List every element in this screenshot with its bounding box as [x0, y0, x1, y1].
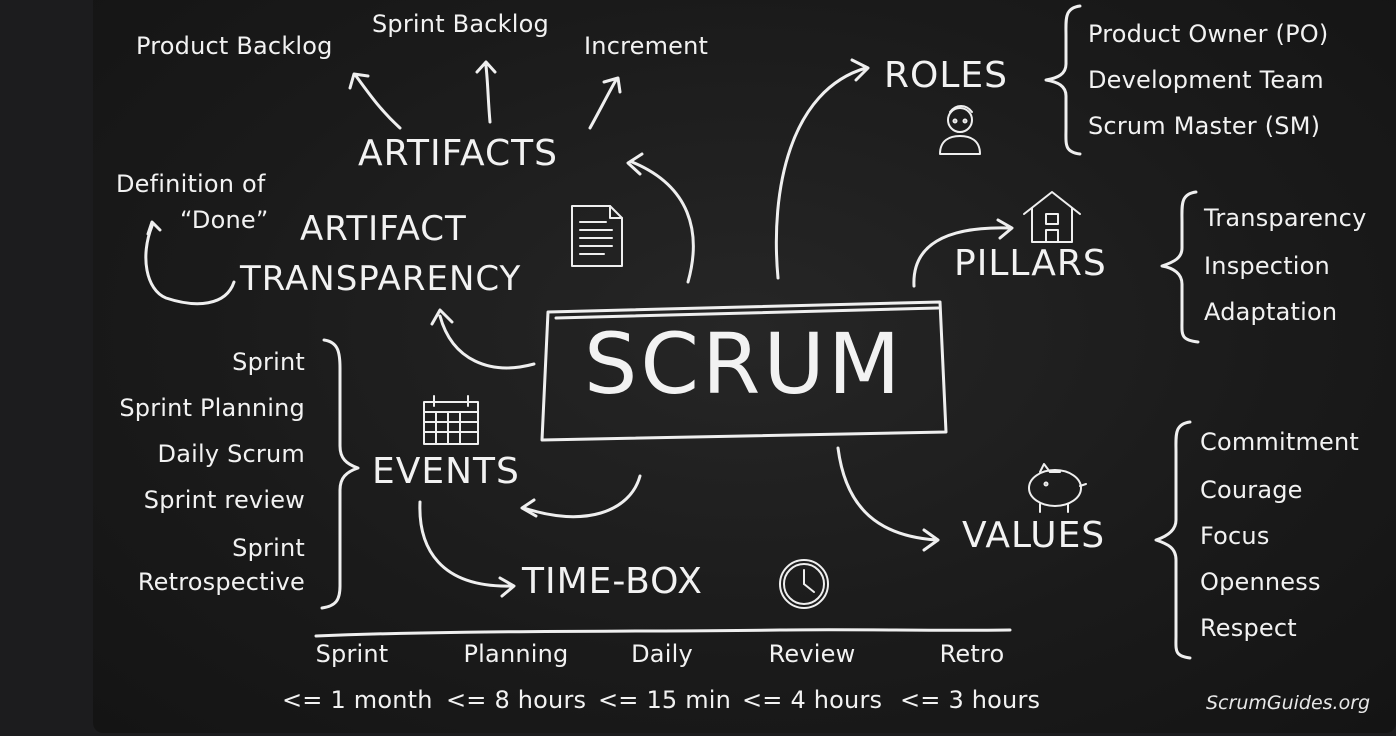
value-openness: Openness [1200, 568, 1321, 596]
artifacts-heading: ARTIFACTS [358, 133, 559, 174]
event-sprint-retro-line1: Sprint [232, 534, 305, 562]
value-courage: Courage [1200, 476, 1303, 504]
timebox-label-retro: Retro [939, 640, 1005, 668]
value-commitment: Commitment [1200, 428, 1360, 456]
pillar-transparency: Transparency [1204, 204, 1367, 232]
artifact-increment: Increment [584, 32, 709, 60]
timebox-label-sprint: Sprint [315, 640, 389, 668]
timebox-heading: TIME-BOX [522, 561, 703, 602]
timebox-limit-retro: <= 3 hours [900, 686, 1041, 714]
event-daily-scrum: Daily Scrum [157, 440, 305, 468]
pillars-heading: PILLARS [954, 243, 1107, 284]
role-product-owner: Product Owner (PO) [1088, 20, 1329, 48]
timebox-limit-review: <= 4 hours [742, 686, 883, 714]
artifact-transparency-line1: ARTIFACT [300, 209, 467, 249]
scrum-title: SCRUM [584, 315, 904, 413]
event-sprint-planning: Sprint Planning [119, 394, 305, 422]
value-respect: Respect [1200, 614, 1297, 642]
role-development-team: Development Team [1088, 66, 1324, 94]
timebox-label-review: Review [768, 640, 856, 668]
definition-of-done-line1: Definition of [116, 170, 266, 198]
timebox-limit-daily: <= 15 min [598, 686, 732, 714]
pillar-inspection: Inspection [1204, 252, 1330, 280]
value-focus: Focus [1200, 522, 1270, 550]
event-sprint-retro-line2: Retrospective [137, 568, 305, 596]
definition-of-done-line2: “Done” [180, 206, 269, 234]
event-sprint: Sprint [232, 348, 305, 376]
timebox-limit-sprint: <= 1 month [282, 686, 433, 714]
artifact-sprint-backlog: Sprint Backlog [372, 10, 549, 38]
roles-heading: ROLES [884, 55, 1009, 96]
event-sprint-review: Sprint review [143, 486, 305, 514]
timebox-limit-planning: <= 8 hours [446, 686, 587, 714]
timebox-label-daily: Daily [631, 640, 693, 668]
artifact-product-backlog: Product Backlog [136, 32, 333, 60]
role-scrum-master: Scrum Master (SM) [1088, 112, 1321, 140]
timebox-label-planning: Planning [463, 640, 569, 668]
events-heading: EVENTS [372, 451, 520, 492]
pillar-adaptation: Adaptation [1204, 298, 1338, 326]
credit-scrumguides: ScrumGuides.org [1206, 692, 1371, 714]
values-heading: VALUES [962, 515, 1106, 556]
artifact-transparency-line2: TRANSPARENCY [240, 259, 522, 299]
